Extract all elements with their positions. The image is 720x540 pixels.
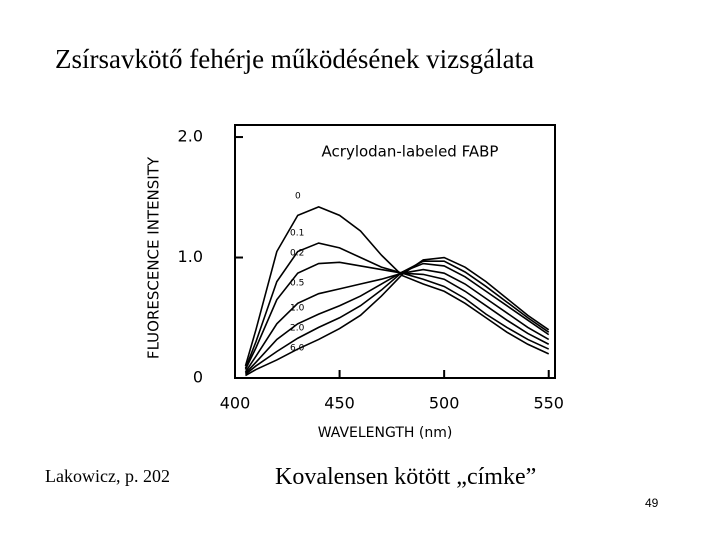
source: Lakowicz, p. 202 — [45, 466, 170, 486]
series-label: 0.2 — [290, 249, 304, 259]
chart-title: Acrylodan-labeled FABP — [322, 143, 499, 161]
x-tick-label: 500 — [429, 394, 460, 413]
series-line — [244, 261, 550, 370]
y-tick-label: 0 — [193, 368, 203, 387]
x-tick-label: 450 — [324, 394, 355, 413]
caption: Kovalensen kötött „címke” — [275, 464, 537, 490]
series-label: 0.5 — [290, 279, 304, 289]
slide-title: Zsírsavkötő fehérje működésének vizsgála… — [55, 44, 535, 74]
y-tick-label: 2.0 — [178, 127, 203, 146]
page-number: 49 — [645, 496, 659, 510]
x-tick-label: 550 — [533, 394, 564, 413]
x-tick-label: 400 — [220, 394, 251, 413]
series-line — [244, 262, 550, 374]
x-axis-label: WAVELENGTH (nm) — [318, 425, 453, 441]
series-line — [244, 268, 550, 373]
series-line — [244, 242, 550, 369]
series-line — [244, 206, 550, 367]
series-line — [244, 260, 550, 376]
plot-frame — [234, 124, 556, 379]
series-label: 0 — [295, 192, 301, 202]
series-label: 0.1 — [290, 229, 304, 239]
series-label: 6.0 — [290, 344, 305, 354]
series-label: 1.0 — [290, 304, 305, 314]
y-tick-label: 1.0 — [178, 247, 203, 266]
series-line — [245, 256, 550, 377]
y-axis-label: FLUORESCENCE INTENSITY — [145, 156, 163, 359]
series-label: 2.0 — [290, 324, 305, 334]
